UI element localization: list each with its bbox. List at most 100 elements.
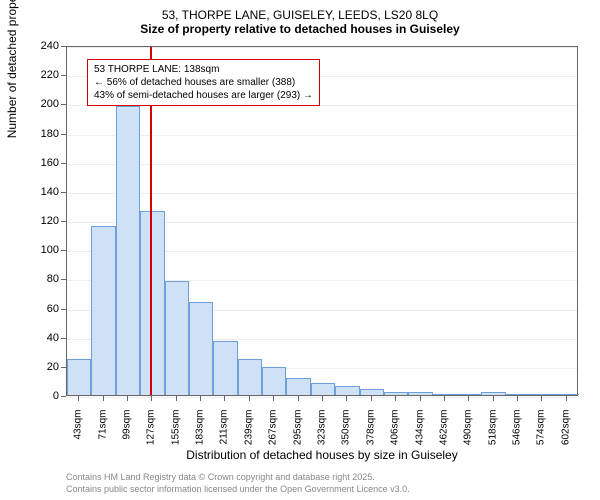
x-tick: [371, 396, 372, 401]
attribution-line2: Contains public sector information licen…: [66, 484, 410, 496]
attribution-text: Contains HM Land Registry data © Crown c…: [66, 472, 410, 495]
x-tick-label: 546sqm: [512, 410, 523, 460]
y-tick: [61, 134, 66, 135]
x-tick-label: 267sqm: [268, 410, 279, 460]
y-tick-label: 200: [31, 98, 59, 110]
y-tick: [61, 75, 66, 76]
y-tick-label: 240: [31, 40, 59, 52]
histogram-bar: [91, 226, 115, 395]
x-tick: [493, 396, 494, 401]
histogram-bar: [116, 106, 140, 395]
x-tick-label: 406sqm: [390, 410, 401, 460]
x-tick: [78, 396, 79, 401]
histogram-bar: [262, 367, 286, 395]
y-tick-label: 40: [31, 332, 59, 344]
gridline: [67, 135, 577, 136]
x-tick: [541, 396, 542, 401]
histogram-bar: [481, 392, 505, 395]
y-tick-label: 20: [31, 361, 59, 373]
y-tick: [61, 309, 66, 310]
x-tick-label: 462sqm: [438, 410, 449, 460]
x-tick: [395, 396, 396, 401]
y-tick-label: 220: [31, 69, 59, 81]
y-tick-label: 180: [31, 128, 59, 140]
y-tick-label: 0: [31, 390, 59, 402]
x-tick: [322, 396, 323, 401]
y-tick: [61, 46, 66, 47]
chart-title-line1: 53, THORPE LANE, GUISELEY, LEEDS, LS20 8…: [0, 8, 600, 22]
x-tick: [273, 396, 274, 401]
x-tick: [346, 396, 347, 401]
x-tick: [420, 396, 421, 401]
histogram-bar: [433, 394, 457, 395]
x-tick: [224, 396, 225, 401]
x-tick-label: 295sqm: [292, 410, 303, 460]
y-axis-title: Number of detached properties: [5, 0, 19, 138]
x-tick: [200, 396, 201, 401]
x-tick: [151, 396, 152, 401]
histogram-bar: [67, 359, 91, 395]
annotation-line1: 53 THORPE LANE: 138sqm: [94, 63, 313, 76]
y-tick: [61, 367, 66, 368]
annotation-line2: ← 56% of detached houses are smaller (38…: [94, 76, 313, 89]
x-tick-label: 518sqm: [487, 410, 498, 460]
histogram-bar: [286, 378, 310, 396]
histogram-bar: [189, 302, 213, 395]
histogram-bar: [360, 389, 384, 395]
histogram-bar: [335, 386, 359, 395]
y-tick: [61, 396, 66, 397]
y-tick-label: 160: [31, 157, 59, 169]
chart-title-line2: Size of property relative to detached ho…: [0, 22, 600, 36]
y-tick-label: 100: [31, 244, 59, 256]
y-tick: [61, 250, 66, 251]
x-tick: [517, 396, 518, 401]
x-tick-label: 574sqm: [536, 410, 547, 460]
histogram-bar: [311, 383, 335, 395]
annotation-line3: 43% of semi-detached houses are larger (…: [94, 89, 313, 102]
y-tick-label: 80: [31, 273, 59, 285]
x-tick-label: 378sqm: [365, 410, 376, 460]
x-tick: [566, 396, 567, 401]
y-tick-label: 140: [31, 186, 59, 198]
histogram-bar: [238, 359, 262, 395]
y-tick-label: 60: [31, 303, 59, 315]
x-tick-label: 323sqm: [317, 410, 328, 460]
y-tick: [61, 279, 66, 280]
y-tick: [61, 163, 66, 164]
x-tick-label: 71sqm: [97, 410, 108, 460]
x-tick: [444, 396, 445, 401]
x-tick: [103, 396, 104, 401]
x-tick: [176, 396, 177, 401]
x-tick-label: 183sqm: [195, 410, 206, 460]
gridline: [67, 47, 577, 48]
histogram-bar: [555, 394, 579, 395]
x-tick-label: 211sqm: [219, 410, 230, 460]
y-tick: [61, 221, 66, 222]
histogram-bar: [457, 394, 481, 395]
x-tick-label: 602sqm: [560, 410, 571, 460]
histogram-bar: [165, 281, 189, 395]
histogram-bar: [384, 392, 408, 395]
y-tick-label: 120: [31, 215, 59, 227]
x-tick: [127, 396, 128, 401]
chart-title-block: 53, THORPE LANE, GUISELEY, LEEDS, LS20 8…: [0, 8, 600, 36]
x-tick-label: 239sqm: [243, 410, 254, 460]
histogram-bar: [213, 341, 237, 395]
gridline: [67, 193, 577, 194]
attribution-line1: Contains HM Land Registry data © Crown c…: [66, 472, 410, 484]
y-tick: [61, 192, 66, 193]
x-tick-label: 155sqm: [170, 410, 181, 460]
annotation-box: 53 THORPE LANE: 138sqm← 56% of detached …: [87, 59, 320, 106]
x-tick-label: 490sqm: [463, 410, 474, 460]
x-tick-label: 434sqm: [414, 410, 425, 460]
x-tick-label: 99sqm: [121, 410, 132, 460]
y-tick: [61, 104, 66, 105]
x-tick-label: 350sqm: [341, 410, 352, 460]
histogram-bar: [408, 392, 432, 395]
gridline: [67, 164, 577, 165]
x-tick: [298, 396, 299, 401]
plot-area: 53 THORPE LANE: 138sqm← 56% of detached …: [66, 46, 578, 396]
histogram-bar: [506, 394, 530, 395]
histogram-bar: [140, 211, 164, 395]
x-tick-label: 127sqm: [146, 410, 157, 460]
